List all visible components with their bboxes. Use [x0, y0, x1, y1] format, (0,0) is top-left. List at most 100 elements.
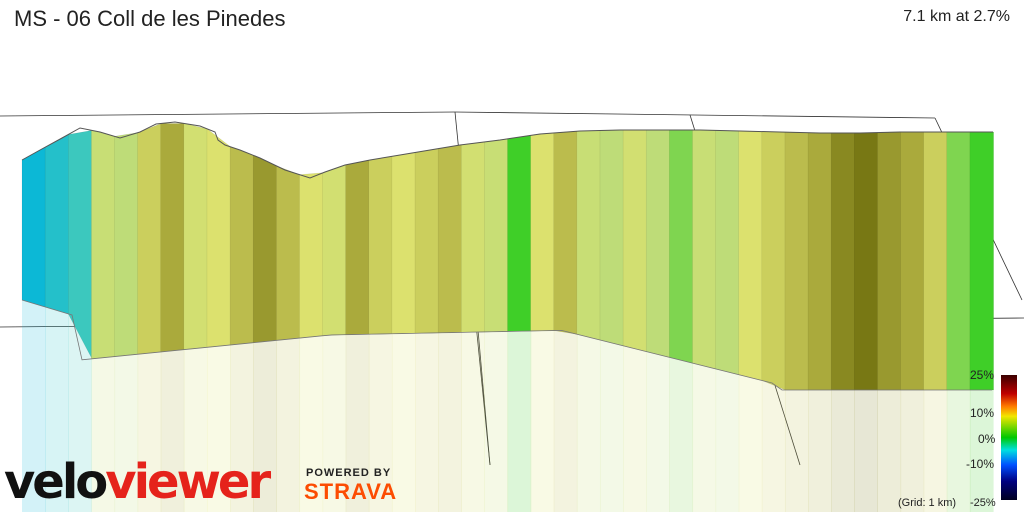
gradient-slice-reflection	[854, 390, 879, 512]
gradient-slice-reflection	[91, 356, 116, 512]
gradient-slice	[345, 159, 370, 335]
gradient-slice-reflection	[137, 351, 162, 512]
gradient-slice	[206, 128, 231, 348]
gradient-slice	[715, 130, 740, 376]
gradient-slice	[669, 129, 694, 364]
gradient-slice-reflection	[692, 363, 717, 512]
gradient-slice	[645, 129, 671, 358]
gradient-slice	[877, 131, 902, 391]
grid-line	[477, 329, 491, 466]
gradient-slice	[599, 129, 624, 347]
gradient-slice	[946, 131, 971, 391]
logo-velo: velo	[4, 454, 108, 510]
scale-label-0: 0%	[978, 432, 996, 446]
gradient-slice-reflection	[253, 340, 277, 512]
gradient-slice-reflection	[784, 390, 809, 512]
scale-label-25: 25%	[970, 368, 995, 382]
gradient-slice-reflection	[900, 390, 925, 512]
gradient-slice	[44, 133, 70, 315]
gradient-slice-reflection	[877, 390, 902, 512]
gradient-slice	[692, 129, 717, 370]
strava-logo[interactable]: STRAVA	[304, 479, 398, 504]
gradient-slice-reflection	[230, 342, 254, 512]
gradient-slice-reflection	[415, 332, 439, 512]
powered-by-label: POWERED BY	[306, 467, 392, 479]
gradient-slice	[461, 141, 486, 333]
gradient-slice-reflection	[969, 390, 994, 512]
grid-line	[0, 111, 456, 117]
gradient-slice	[761, 131, 786, 391]
gradient-slice-reflection	[322, 334, 347, 512]
gradient-slice-reflection	[669, 357, 694, 512]
profile-reflection	[22, 300, 994, 512]
gradient-slice-reflection	[576, 334, 601, 512]
gradient-slice	[391, 152, 416, 335]
gradient-slice	[322, 164, 347, 337]
scale-label-minus25: -25%	[970, 497, 996, 509]
gradient-slice-reflection	[738, 374, 763, 512]
gradient-slice	[807, 132, 833, 391]
grid-note: (Grid: 1 km)	[898, 497, 957, 509]
gradient-slice	[252, 154, 278, 343]
gradient-slice	[484, 138, 509, 333]
gradient-slice	[414, 148, 439, 334]
gradient-slice	[900, 131, 925, 391]
profile-top-edge	[21, 121, 993, 179]
gradient-slice-reflection	[831, 390, 855, 512]
gradient-slice-reflection	[206, 344, 231, 512]
gradient-slice	[854, 132, 879, 391]
gradient-slice-reflection	[114, 354, 139, 512]
gradient-slice-reflection	[160, 349, 185, 512]
gradient-slice-reflection	[530, 330, 555, 512]
logo-viewer: viewer	[105, 454, 271, 510]
gradient-slice	[553, 130, 578, 335]
gradient-slice-reflection	[507, 330, 532, 512]
gradient-slice-reflection	[599, 339, 624, 512]
gradient-slice-reflection	[761, 380, 786, 512]
gradient-slice-reflection	[438, 332, 462, 512]
profile-walls	[21, 123, 994, 391]
gradient-slice	[91, 129, 116, 360]
gradient-slice-reflection	[299, 335, 324, 512]
profile-base-edge	[21, 299, 992, 391]
gradient-slice	[114, 132, 139, 357]
gradient-slice-reflection	[45, 306, 69, 512]
gradient-slice-reflection	[946, 390, 971, 512]
gradient-slice	[299, 172, 324, 339]
gradient-slice-reflection	[276, 337, 301, 512]
gradient-scale-bar	[1001, 375, 1017, 500]
gradient-slice-reflection	[808, 390, 832, 512]
scale-label-minus10: -10%	[966, 457, 995, 471]
gradient-slice	[137, 123, 162, 355]
segment-title: MS - 06 Coll de les Pinedes	[14, 6, 286, 31]
gradient-slice	[969, 131, 994, 391]
gradient-slice	[437, 144, 463, 334]
gradient-slice	[229, 146, 255, 346]
gradient-slice	[160, 123, 185, 353]
gradient-slice-reflection	[368, 333, 393, 512]
gradient-slice-reflection	[646, 351, 670, 512]
gradient-slice-reflection	[623, 345, 647, 512]
gradient-slice-reflection	[715, 368, 740, 512]
gradient-slice	[738, 130, 763, 381]
gradient-slice	[183, 123, 208, 350]
gradient-slice	[21, 146, 46, 308]
scale-label-10: 10%	[970, 406, 995, 420]
gradient-slice-reflection	[923, 390, 948, 512]
gradient-slice-reflection	[461, 331, 485, 512]
gradient-slice	[830, 132, 856, 391]
gradient-slice-reflection	[553, 330, 578, 512]
gradient-slice-reflection	[68, 313, 92, 512]
gradient-slice	[923, 131, 948, 391]
gradient-slice	[368, 155, 393, 335]
segment-summary: 7.1 km at 2.7%	[903, 8, 1010, 25]
gradient-slice	[530, 132, 555, 332]
gradient-slice	[576, 130, 601, 341]
gradient-slice-reflection	[183, 347, 208, 512]
veloviewer-logo[interactable]: veloviewer	[4, 452, 271, 512]
gradient-slice-reflection	[22, 300, 46, 512]
gradient-slice-reflection	[484, 331, 509, 512]
gradient-slice	[622, 129, 648, 353]
gradient-slice	[507, 135, 532, 332]
